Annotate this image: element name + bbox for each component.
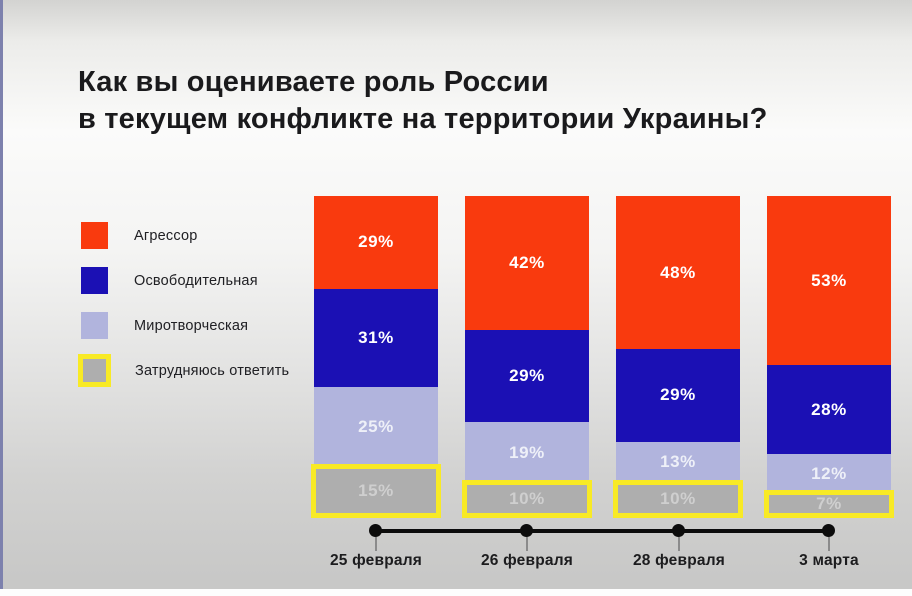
legend-swatch-liberation [81, 267, 108, 294]
segment-value-label: 10% [509, 489, 545, 509]
bar-group-mar3: 53% 28% 12% 7% [764, 196, 894, 519]
segment-value-label: 15% [358, 481, 394, 501]
timeline-tick [678, 537, 680, 551]
question-title: Как вы оцениваете роль России в текущем … [78, 64, 768, 138]
segment-value-label: 53% [811, 270, 847, 290]
bar-segment-liberation: 29% [616, 349, 740, 442]
timeline-dot [672, 524, 685, 537]
bar-segment-liberation: 31% [314, 288, 438, 388]
bar-segment-peacekeeping: 19% [465, 422, 589, 484]
legend-item-liberation: Освободительная [81, 258, 289, 303]
segment-value-label: 7% [816, 493, 842, 513]
segment-value-label: 29% [358, 232, 394, 252]
bar-group-feb26: 42% 29% 19% 10% [462, 196, 592, 518]
segment-value-label: 48% [660, 262, 696, 282]
date-label-feb28: 28 февраля [632, 552, 726, 569]
legend-label-peacekeeping: Миротворческая [134, 317, 249, 334]
date-label-feb25: 25 февраля [329, 552, 423, 569]
legend-swatch-undecided [78, 354, 111, 387]
legend-label-undecided: Затрудняюсь ответить [135, 362, 290, 379]
bar-segment-aggressor: 42% [465, 196, 589, 330]
date-label-mar3: 3 марта [799, 552, 859, 569]
legend-swatch-aggressor [81, 222, 108, 249]
bar-segment-aggressor: 53% [767, 196, 891, 366]
segment-value-label: 12% [811, 463, 847, 483]
bar-group-feb28: 48% 29% 13% 10% [613, 196, 743, 518]
timeline-axis [376, 529, 829, 533]
question-title-line1: Как вы оцениваете роль России [78, 66, 549, 98]
timeline-dot [369, 524, 382, 537]
segment-value-label: 10% [660, 489, 696, 509]
segment-value-label: 25% [358, 417, 394, 437]
timeline-dot [822, 524, 835, 537]
bar-segment-liberation: 28% [767, 365, 891, 455]
legend-label-liberation: Освободительная [134, 272, 258, 289]
left-edge-strip [0, 0, 3, 589]
legend-item-undecided: Затрудняюсь ответить [78, 348, 290, 393]
legend-swatch-peacekeeping [81, 312, 108, 339]
bottom-edge-strip [0, 589, 912, 596]
segment-value-label: 28% [811, 399, 847, 419]
timeline-tick [375, 537, 377, 551]
segment-value-label: 29% [660, 385, 696, 405]
legend-item-peacekeeping: Миротворческая [81, 303, 289, 348]
bar-segment-undecided-highlighted: 10% [613, 480, 743, 518]
legend-label-aggressor: Агрессор [134, 227, 198, 244]
bar-segment-aggressor: 48% [616, 196, 740, 350]
bar-segment-peacekeeping: 13% [616, 441, 740, 484]
segment-value-label: 31% [358, 327, 394, 347]
question-title-line2: в текущем конфликте на территории Украин… [78, 103, 768, 135]
timeline-tick [828, 537, 830, 551]
bar-segment-undecided-highlighted: 7% [764, 489, 894, 519]
date-label-feb26: 26 февраля [480, 552, 574, 569]
bar-segment-undecided-highlighted: 15% [311, 464, 441, 518]
legend-item-aggressor: Агрессор [81, 213, 289, 258]
segment-value-label: 29% [509, 366, 545, 386]
bar-segment-aggressor: 29% [314, 196, 438, 289]
bar-segment-peacekeeping: 25% [314, 387, 438, 468]
bar-group-feb25: 29% 31% 25% 15% [311, 196, 441, 518]
bar-segment-peacekeeping: 12% [767, 454, 891, 493]
timeline-dot [520, 524, 533, 537]
segment-value-label: 42% [509, 252, 545, 272]
segment-value-label: 19% [509, 442, 545, 462]
bar-segment-undecided-highlighted: 10% [462, 480, 592, 518]
timeline-tick [526, 537, 528, 551]
bar-segment-liberation: 29% [465, 329, 589, 423]
segment-value-label: 13% [660, 452, 696, 472]
legend: Агрессор Освободительная Миротворческая … [78, 213, 290, 393]
